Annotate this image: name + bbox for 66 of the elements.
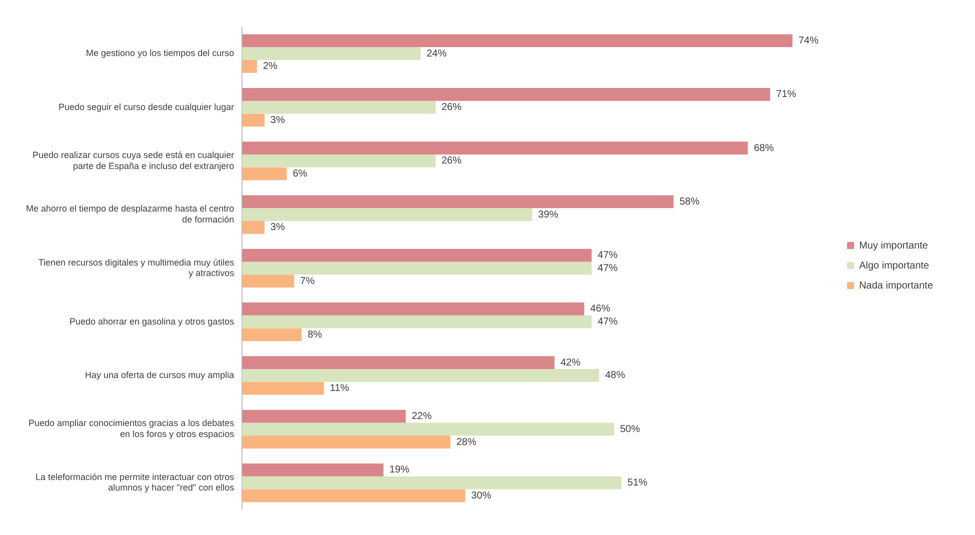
data-label: 26% (441, 102, 462, 114)
bar (242, 88, 770, 101)
data-label: 58% (679, 196, 700, 208)
data-label: 39% (538, 209, 558, 220)
data-label: 47% (598, 316, 618, 328)
bar (242, 248, 592, 262)
bar (242, 356, 554, 370)
data-label: 42% (560, 357, 581, 368)
legend-label: Nada importante (859, 280, 934, 292)
bar (242, 369, 600, 382)
y-tick-label: Me ahorro el tiempo de desplazarme hasta el centro de formación (26, 204, 234, 224)
y-tick-label: Puedo ahorrar en gasolina y otros gastos (70, 316, 235, 326)
bar (242, 476, 622, 490)
y-tick-label: Hay una oferta de cursos muy amplia (85, 370, 234, 380)
data-label: 28% (456, 436, 476, 448)
data-label: 47% (598, 262, 618, 274)
y-tick-label: Puedo ampliar conocimientos gracias a los debates en los foros y otros espacios (28, 418, 235, 440)
bar (242, 302, 584, 316)
bar (242, 34, 792, 48)
bar (242, 154, 436, 168)
bar (242, 114, 264, 127)
bar (242, 422, 614, 436)
bar (242, 195, 674, 208)
bar (242, 167, 287, 180)
bar (242, 262, 592, 275)
data-label: 46% (590, 304, 610, 315)
data-label: 24% (426, 48, 447, 60)
data-label: 48% (605, 370, 626, 382)
bar (242, 47, 421, 60)
bar (242, 489, 466, 502)
y-tick-label: La teleformación me permite interactuar con otros alumnos y hacer "red" con ellos (36, 472, 235, 493)
data-label: 8% (308, 329, 322, 340)
data-label: 2% (262, 61, 278, 72)
bar (242, 410, 406, 423)
data-label: 19% (389, 464, 410, 476)
legend-label: Algo importante (859, 260, 930, 272)
data-label: 26% (441, 156, 462, 167)
data-label: 50% (620, 424, 640, 435)
bar (242, 208, 532, 221)
y-tick-label: Tienen recursos digitales y multimedia muy útiles y atractivos (38, 257, 235, 278)
data-label: 30% (471, 490, 492, 502)
bar (242, 382, 324, 395)
legend-label: Muy importante (859, 240, 928, 252)
data-label: 51% (627, 478, 648, 489)
bar (242, 274, 294, 288)
y-tick-label: Me gestiono yo los tiempos del curso (86, 48, 234, 58)
data-label: 47% (598, 250, 618, 262)
bar (242, 463, 384, 476)
data-label: 6% (292, 168, 308, 180)
bar (242, 220, 264, 234)
data-label: 3% (270, 222, 285, 234)
bar (242, 436, 450, 448)
data-label: 7% (300, 276, 315, 287)
data-label: 3% (270, 114, 285, 126)
data-label: 68% (754, 142, 774, 154)
data-label: 22% (412, 411, 432, 422)
data-label: 11% (330, 383, 350, 394)
bar (242, 315, 592, 328)
bar (242, 142, 748, 154)
y-tick-label: Puedo realizar cursos cuya sede está en cualquier parte de España e incluso del extranjero (32, 150, 234, 171)
bar (242, 328, 302, 342)
bar (242, 60, 257, 73)
data-label: 74% (798, 36, 819, 46)
data-label: 71% (776, 89, 796, 100)
bar (242, 100, 436, 114)
y-tick-label: Puedo seguir el curso desde cualquier lugar (58, 102, 234, 112)
